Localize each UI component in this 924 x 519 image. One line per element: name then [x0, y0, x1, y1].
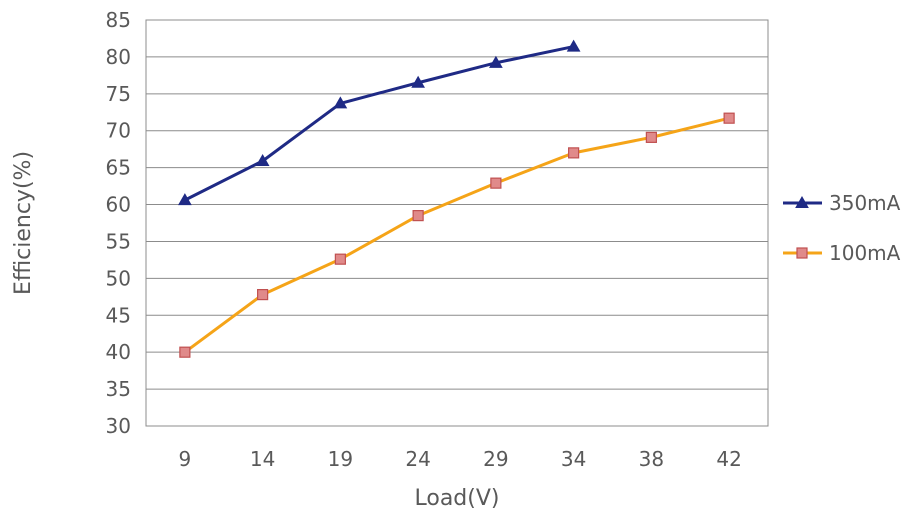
y-tick-label: 75 — [106, 82, 131, 106]
y-tick-label: 40 — [106, 340, 131, 364]
y-axis-title: Efficiency(%) — [11, 151, 36, 295]
data-point — [569, 148, 579, 158]
y-tick-label: 30 — [106, 414, 131, 438]
x-tick-labels: 9 14 19 24 29 34 38 42 — [179, 447, 742, 471]
x-tick-label: 38 — [639, 447, 664, 471]
y-tick-label: 60 — [106, 193, 131, 217]
y-tick-label: 45 — [106, 303, 131, 327]
legend-item: 350mA — [783, 191, 901, 215]
y-tick-labels: 30 35 40 45 50 55 60 65 70 75 80 85 — [106, 8, 131, 438]
data-point — [180, 347, 190, 357]
y-tick-label: 85 — [106, 8, 131, 32]
data-point — [491, 178, 501, 188]
y-tick-label: 50 — [106, 266, 131, 290]
data-point — [335, 254, 345, 264]
x-tick-label: 19 — [328, 447, 353, 471]
x-tick-label: 24 — [405, 447, 430, 471]
x-tick-label: 9 — [179, 447, 192, 471]
data-point — [724, 113, 734, 123]
data-point — [413, 211, 423, 221]
x-tick-label: 34 — [561, 447, 586, 471]
y-tick-label: 55 — [106, 229, 131, 253]
x-tick-label: 42 — [716, 447, 741, 471]
x-tick-label: 29 — [483, 447, 508, 471]
legend-item: 100mA — [783, 241, 901, 265]
legend: 350mA 100mA — [783, 191, 901, 265]
y-tick-label: 70 — [106, 119, 131, 143]
legend-marker — [797, 248, 807, 258]
x-tick-label: 14 — [250, 447, 275, 471]
data-point — [258, 290, 268, 300]
y-tick-label: 35 — [106, 377, 131, 401]
y-tick-label: 80 — [106, 45, 131, 69]
y-tick-label: 65 — [106, 156, 131, 180]
x-axis-title: Load(V) — [415, 486, 500, 511]
data-point — [646, 132, 656, 142]
legend-label: 100mA — [829, 241, 901, 265]
plot-area — [146, 20, 768, 426]
legend-label: 350mA — [829, 191, 901, 215]
